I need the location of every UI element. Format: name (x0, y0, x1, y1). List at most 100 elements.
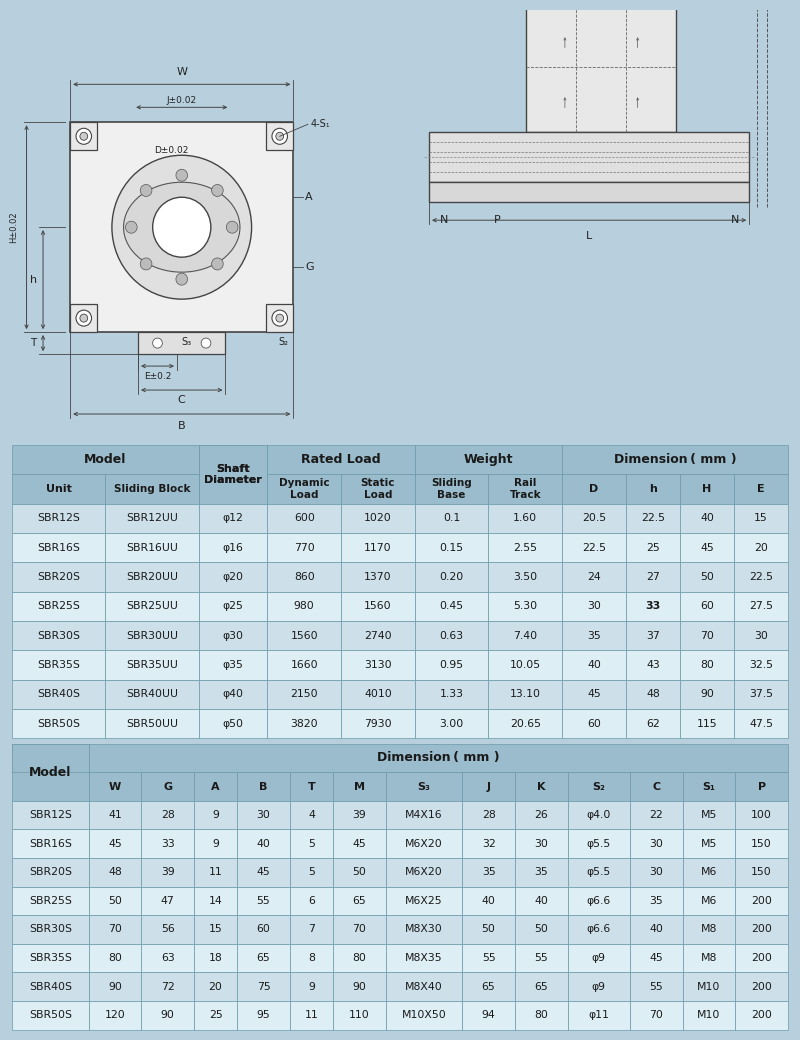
Bar (515, 772, 568, 801)
Text: M8: M8 (701, 925, 717, 935)
Bar (630, 830, 682, 858)
Bar (194, 801, 237, 830)
Bar (89, 830, 142, 858)
Text: 22.5: 22.5 (749, 572, 773, 582)
Bar (194, 772, 237, 801)
Bar (626, 680, 680, 709)
Bar (12, 972, 89, 1000)
Text: 35: 35 (650, 895, 663, 906)
Bar (237, 944, 290, 972)
Text: Model: Model (29, 765, 71, 779)
Bar (489, 680, 562, 709)
Bar (267, 709, 341, 738)
Text: Shaft
Diameter: Shaft Diameter (204, 464, 262, 486)
Bar (194, 830, 237, 858)
Text: 95: 95 (257, 1010, 270, 1020)
Bar (735, 915, 788, 944)
Bar (429, 132, 749, 182)
Ellipse shape (123, 182, 240, 272)
Bar (626, 534, 680, 563)
Text: SBR50UU: SBR50UU (126, 719, 178, 729)
Circle shape (126, 222, 137, 233)
Bar (290, 915, 333, 944)
Bar (386, 1000, 462, 1030)
Text: SBR50S: SBR50S (29, 1010, 72, 1020)
Text: SBR16UU: SBR16UU (126, 543, 178, 553)
Text: M8: M8 (701, 953, 717, 963)
Text: SBR40UU: SBR40UU (126, 690, 178, 700)
Bar (414, 592, 489, 621)
Bar (267, 621, 341, 650)
Text: SBR40S: SBR40S (37, 690, 80, 700)
Text: M5: M5 (701, 810, 717, 821)
Text: 35: 35 (587, 630, 601, 641)
Bar (106, 680, 198, 709)
Bar (198, 621, 267, 650)
Bar (237, 772, 290, 801)
Bar (734, 474, 788, 503)
Bar (630, 915, 682, 944)
Text: 41: 41 (108, 810, 122, 821)
Text: 39: 39 (161, 867, 174, 878)
Bar (290, 886, 333, 915)
Bar (12, 650, 106, 680)
Text: 30: 30 (587, 601, 601, 612)
Bar (682, 801, 735, 830)
Bar (626, 709, 680, 738)
Bar (680, 592, 734, 621)
Bar (735, 772, 788, 801)
Text: 200: 200 (751, 925, 772, 935)
Bar (198, 503, 267, 534)
Text: Rated Load: Rated Load (302, 453, 381, 466)
Bar (89, 972, 142, 1000)
Bar (734, 563, 788, 592)
Bar (562, 503, 626, 534)
Text: SBR35S: SBR35S (38, 660, 80, 670)
Text: h: h (649, 484, 657, 494)
Bar (735, 886, 788, 915)
Text: φ9: φ9 (592, 982, 606, 992)
Text: S₂: S₂ (592, 781, 606, 791)
Bar (735, 858, 788, 886)
Text: 75: 75 (257, 982, 270, 992)
Text: 980: 980 (294, 601, 314, 612)
Text: 120: 120 (105, 1010, 126, 1020)
Text: N: N (439, 215, 448, 226)
Bar (515, 830, 568, 858)
Bar (562, 680, 626, 709)
Bar (89, 886, 142, 915)
Bar (462, 915, 515, 944)
Text: 1560: 1560 (364, 601, 392, 612)
Bar (198, 563, 267, 592)
Text: S₃: S₃ (418, 781, 430, 791)
Text: 27: 27 (646, 572, 660, 582)
Bar (106, 709, 198, 738)
Text: W: W (176, 68, 187, 77)
Text: h: h (30, 275, 37, 285)
Text: SBR30S: SBR30S (37, 630, 80, 641)
Bar (89, 915, 142, 944)
Circle shape (211, 258, 223, 270)
Text: φ30: φ30 (222, 630, 243, 641)
Bar (682, 830, 735, 858)
Bar (142, 830, 194, 858)
Bar (341, 474, 414, 503)
Text: 13.10: 13.10 (510, 690, 541, 700)
Text: 45: 45 (650, 953, 663, 963)
Text: 9: 9 (212, 810, 219, 821)
Text: A: A (305, 192, 313, 202)
Text: A: A (211, 781, 220, 791)
Text: M6: M6 (701, 867, 717, 878)
Text: 20: 20 (754, 543, 768, 553)
Bar (680, 709, 734, 738)
Bar (12, 445, 198, 474)
Text: G: G (163, 781, 172, 791)
Circle shape (140, 184, 152, 197)
Text: 50: 50 (700, 572, 714, 582)
Text: 200: 200 (751, 953, 772, 963)
Text: SBR30S: SBR30S (29, 925, 72, 935)
Text: 22.5: 22.5 (641, 514, 665, 523)
Bar (735, 944, 788, 972)
Bar (106, 650, 198, 680)
Text: 45: 45 (257, 867, 270, 878)
